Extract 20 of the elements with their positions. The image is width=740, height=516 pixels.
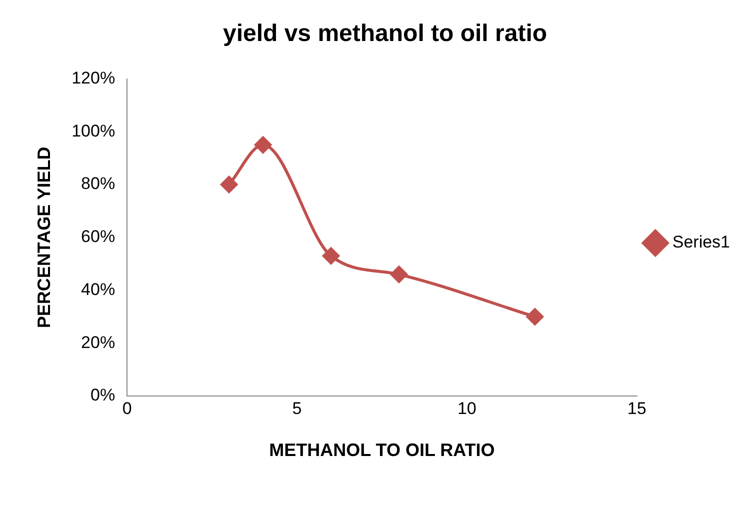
point xyxy=(254,136,272,154)
legend-label: Series1 xyxy=(672,232,730,252)
x-axis-title: METHANOL TO OIL RATIO xyxy=(269,440,495,460)
chart-title: yield vs methanol to oil ratio xyxy=(222,20,548,48)
point xyxy=(322,247,340,264)
y-axis-title: PERCENTAGE YIELD xyxy=(34,146,54,328)
x-tick-label: 15 xyxy=(627,398,646,418)
x-tick-label: 5 xyxy=(292,398,302,418)
point xyxy=(390,266,408,283)
y-tick-label: 100% xyxy=(72,121,116,140)
y-tick-label: 60% xyxy=(81,227,116,246)
x-tick-label: 10 xyxy=(457,398,476,418)
y-tick-label: 40% xyxy=(81,280,116,299)
y-tick-label: 0% xyxy=(90,386,116,405)
point xyxy=(220,176,238,194)
y-tick-label: 80% xyxy=(81,174,116,194)
y-tick-label: 20% xyxy=(81,332,116,352)
x-tick-label: 0 xyxy=(122,398,132,418)
point xyxy=(526,308,544,326)
y-tick-label: 120% xyxy=(72,68,116,88)
